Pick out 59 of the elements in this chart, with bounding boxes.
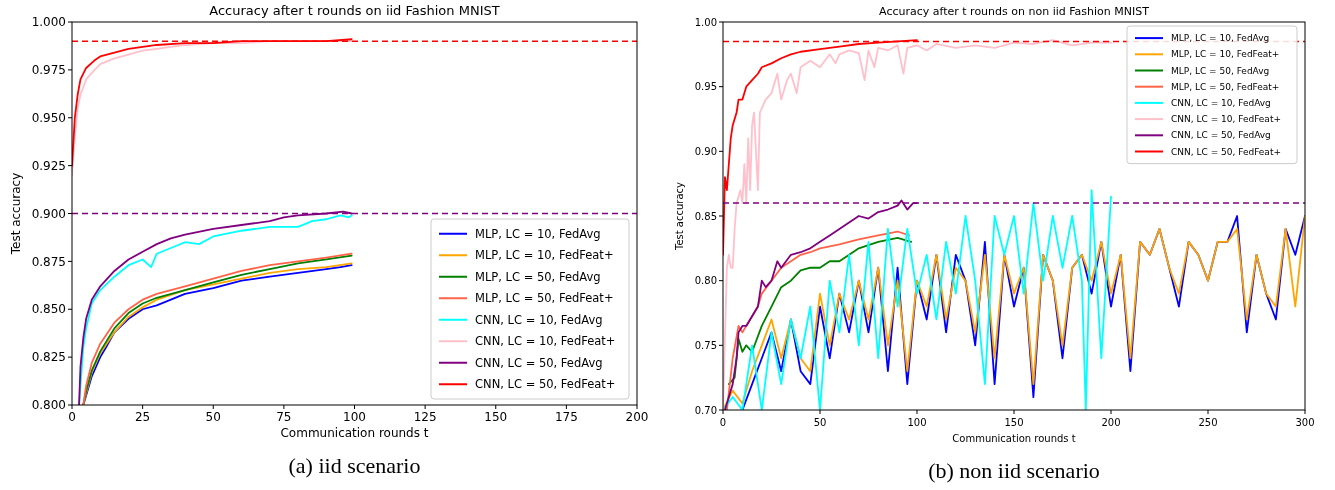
x-axis-title: Communication rounds t <box>952 433 1076 444</box>
y-tick-label: 0.70 <box>694 404 717 416</box>
line-series <box>723 189 1112 410</box>
legend-label: MLP, LC = 10, FedFeat+ <box>475 248 614 263</box>
y-tick-label: 1.000 <box>31 15 66 30</box>
legend-label: MLP, LC = 50, FedFeat+ <box>475 291 614 306</box>
x-tick-label: 150 <box>484 410 508 424</box>
y-tick-label: 0.850 <box>31 302 66 317</box>
y-tick-label: 0.80 <box>694 275 717 287</box>
x-tick-label: 100 <box>343 410 366 424</box>
x-tick-label: 175 <box>554 410 578 424</box>
text: (b) non iid scenario <box>928 458 1100 483</box>
legend-label: CNN, LC = 50, FedAvg <box>1171 130 1271 141</box>
line-series <box>727 237 913 386</box>
x-tick-label: 100 <box>907 417 927 428</box>
y-tick-label: 0.900 <box>31 206 66 221</box>
legend-label: MLP, LC = 10, FedAvg <box>1171 33 1270 44</box>
x-tick-label: 0 <box>719 417 727 428</box>
x-tick-label: 200 <box>1101 417 1121 428</box>
x-axis-title: Communication rounds t <box>280 426 429 440</box>
legend-label: MLP, LC = 50, FedFeat+ <box>1171 81 1280 92</box>
x-tick-label: 200 <box>625 410 649 424</box>
x-tick-label: 250 <box>1198 417 1218 428</box>
y-tick-label: 0.85 <box>694 210 717 222</box>
legend-label: MLP, LC = 10, FedFeat+ <box>1171 49 1280 60</box>
y-tick-label: 0.975 <box>31 63 66 78</box>
line-series <box>725 230 911 410</box>
legend-label: CNN, LC = 10, FedFeat+ <box>1171 114 1281 125</box>
legend-label: MLP, LC = 50, FedAvg <box>1171 65 1270 76</box>
y-tick-label: 0.950 <box>31 110 66 125</box>
y-tick-label: 0.75 <box>694 339 717 351</box>
chart-title: Accuracy after t rounds on non iid Fashion MNIST <box>879 5 1150 18</box>
legend-label: CNN, LC = 50, FedAvg <box>475 355 603 370</box>
x-tick-label: 0 <box>68 410 76 424</box>
y-axis-title: Test accuracy <box>9 172 23 256</box>
x-tick-label: 150 <box>1004 417 1024 428</box>
y-axis-title: Test accuracy <box>674 181 685 251</box>
legend-label: CNN, LC = 10, FedAvg <box>1171 98 1271 109</box>
legend-label: CNN, LC = 10, FedAvg <box>475 312 603 327</box>
legend-label: MLP, LC = 50, FedAvg <box>475 269 601 284</box>
x-tick-label: 50 <box>813 417 827 428</box>
y-tick-label: 0.875 <box>31 254 66 269</box>
y-tick-label: 0.90 <box>694 145 717 157</box>
x-tick-label: 300 <box>1295 417 1315 428</box>
legend-label: CNN, LC = 50, FedFeat+ <box>475 377 616 392</box>
y-tick-label: 0.825 <box>31 350 66 365</box>
x-tick-label: 50 <box>205 410 221 424</box>
y-tick-label: 0.925 <box>31 158 66 173</box>
x-tick-label: 25 <box>134 410 151 424</box>
x-tick-label: 75 <box>276 410 292 424</box>
legend-label: CNN, LC = 50, FedFeat+ <box>1171 146 1281 157</box>
chart-title: Accuracy after t rounds on iid Fashion MNIST <box>209 3 500 18</box>
x-tick-label: 125 <box>413 410 437 424</box>
legend-label: MLP, LC = 10, FedAvg <box>475 226 601 241</box>
text: (a) iid scenario <box>288 453 421 478</box>
y-tick-label: 0.95 <box>694 81 717 93</box>
y-tick-label: 1.00 <box>694 16 717 28</box>
legend-label: CNN, LC = 10, FedFeat+ <box>475 334 616 349</box>
y-tick-label: 0.800 <box>31 398 66 413</box>
